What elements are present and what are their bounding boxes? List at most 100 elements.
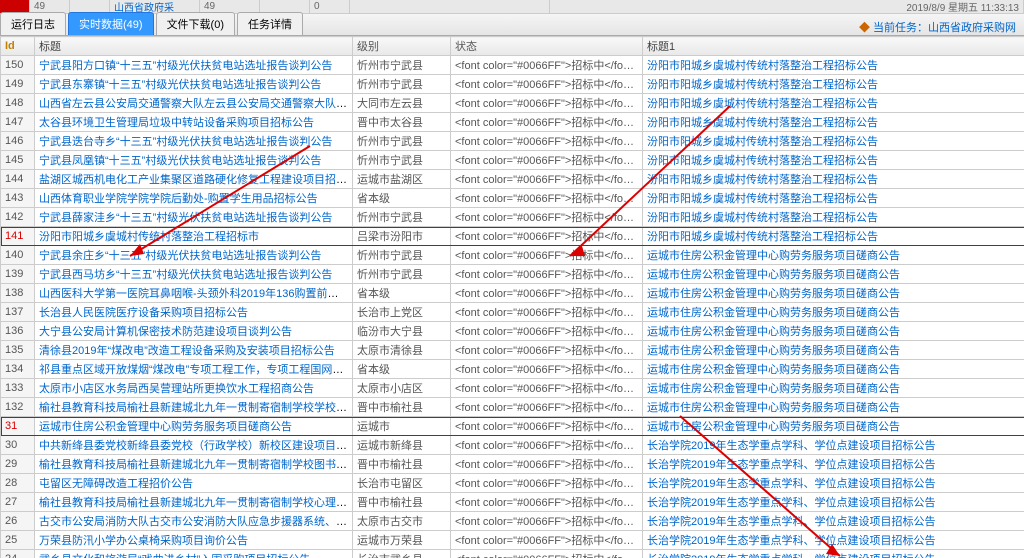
row-status: <font color="#0066FF">招标中</font>: [451, 151, 643, 170]
table-row[interactable]: 145宁武县凤凰镇“十三五”村级光伏扶贫电站选址报告谈判公告忻州市宁武县<fon…: [1, 151, 1024, 170]
table-row[interactable]: 136大宁县公安局计算机保密技术防范建设项目谈判公告临汾市大宁县<font co…: [1, 322, 1024, 341]
row-level: 运城市盐湖区: [353, 170, 451, 189]
table-row[interactable]: 140宁武县余庄乡“十三五”村级光伏扶贫电站选址报告谈判公告忻州市宁武县<fon…: [1, 246, 1024, 265]
table-row[interactable]: 25万荣县防汛小学办公桌椅采购项目询价公告运城市万荣县<font color="…: [1, 531, 1024, 550]
row-id: 134: [1, 360, 35, 379]
row-title: 盐湖区城西机电化工产业集聚区道路硬化修复工程建设项目招标公告: [35, 170, 353, 189]
row-title: 山西体育职业学院学院学院后勤处-购置学生用品招标公告: [35, 189, 353, 208]
row-title1: 运城市住房公积金管理中心购劳务服务项目磋商公告: [643, 341, 1024, 360]
tab-文件下载(0)[interactable]: 文件下载(0): [156, 12, 235, 35]
row-title1: 长治学院2019年生态学重点学科、学位点建设项目招标公告: [643, 493, 1024, 512]
table-row[interactable]: 139宁武县西马坊乡“十三五”村级光伏扶贫电站选址报告谈判公告忻州市宁武县<fo…: [1, 265, 1024, 284]
row-title1: 长治学院2019年生态学重点学科、学位点建设项目招标公告: [643, 455, 1024, 474]
row-title1: 长治学院2019年生态学重点学科、学位点建设项目招标公告: [643, 512, 1024, 531]
table-row[interactable]: 144盐湖区城西机电化工产业集聚区道路硬化修复工程建设项目招标公告运城市盐湖区<…: [1, 170, 1024, 189]
row-status: <font color="#0066FF">招标中</font>: [451, 531, 643, 550]
row-title: 祁县重点区域开放煤烟“煤改电”专项工程工作，专项工程国网招标天然气村具（兰奖）招…: [35, 360, 353, 379]
row-title1: 汾阳市阳城乡虞城村传统村落整治工程招标公告: [643, 113, 1024, 132]
row-level: 晋中市榆社县: [353, 493, 451, 512]
table-row[interactable]: 137长治县人民医院医疗设备采购项目招标公告长治市上党区<font color=…: [1, 303, 1024, 322]
row-title1: 运城市住房公积金管理中心购劳务服务项目磋商公告: [643, 265, 1024, 284]
row-title1: 汾阳市阳城乡虞城村传统村落整治工程招标公告: [643, 227, 1024, 246]
table-row[interactable]: 30中共新绛县委党校新绛县委党校（行政学校）新校区建设项目招标公告运城市新绛县<…: [1, 436, 1024, 455]
data-table: Id 标题 级别 状态 标题1 150宁武县阳方口镇“十三五”村级光伏扶贫电站选…: [0, 36, 1024, 558]
row-status: <font color="#0066FF">招标中</font>: [451, 417, 643, 436]
row-id: 135: [1, 341, 35, 360]
table-row[interactable]: 133太原市小店区水务局西吴营理站所更换饮水工程招商公告太原市小店区<font …: [1, 379, 1024, 398]
col-header-status[interactable]: 状态: [451, 37, 643, 56]
row-id: 142: [1, 208, 35, 227]
row-title1: 长治学院2019年生态学重点学科、学位点建设项目招标公告: [643, 531, 1024, 550]
row-status: <font color="#0066FF">招标中</font>: [451, 75, 643, 94]
table-row[interactable]: 142宁武县薛家洼乡“十三五”村级光伏扶贫电站选址报告谈判公告忻州市宁武县<fo…: [1, 208, 1024, 227]
row-status: <font color="#0066FF">招标中</font>: [451, 379, 643, 398]
table-row[interactable]: 147太谷县环境卫生管理局垃圾中转站设备采购项目招标公告晋中市太谷县<font …: [1, 113, 1024, 132]
row-title: 太原市小店区水务局西吴营理站所更换饮水工程招商公告: [35, 379, 353, 398]
col-header-id[interactable]: Id: [1, 37, 35, 56]
row-status: <font color="#0066FF">招标中</font>: [451, 474, 643, 493]
row-status: <font color="#0066FF">招标中</font>: [451, 493, 643, 512]
row-status: <font color="#0066FF">招标中</font>: [451, 56, 643, 75]
row-title: 太谷县环境卫生管理局垃圾中转站设备采购项目招标公告: [35, 113, 353, 132]
row-status: <font color="#0066FF">招标中</font>: [451, 94, 643, 113]
row-id: 133: [1, 379, 35, 398]
row-title: 大宁县公安局计算机保密技术防范建设项目谈判公告: [35, 322, 353, 341]
table-row[interactable]: 31运城市住房公积金管理中心购劳务服务项目磋商公告运城市<font color=…: [1, 417, 1024, 436]
row-title: 宁武县东寨镇“十三五”村级光伏扶贫电站选址报告谈判公告: [35, 75, 353, 94]
row-title: 万荣县防汛小学办公桌椅采购项目询价公告: [35, 531, 353, 550]
row-id: 147: [1, 113, 35, 132]
row-level: 忻州市宁武县: [353, 75, 451, 94]
row-title: 山西省左云县公安局交通警察大队左云县公安局交通警察大队系统维护及更新（2019-…: [35, 94, 353, 113]
row-level: 省本级: [353, 360, 451, 379]
row-title1: 汾阳市阳城乡虞城村传统村落整治工程招标公告: [643, 208, 1024, 227]
row-title: 宁武县阳方口镇“十三五”村级光伏扶贫电站选址报告谈判公告: [35, 56, 353, 75]
row-title: 榆社县教育科技局榆社县新建城北九年一贯制寄宿制学校学校仪器采购项目招商公告: [35, 398, 353, 417]
table-row[interactable]: 135清徐县2019年“煤改电”改造工程设备采购及安装项目招标公告太原市清徐县<…: [1, 341, 1024, 360]
table-row[interactable]: 146宁武县迭台寺乡“十三五”村级光伏扶贫电站选址报告谈判公告忻州市宁武县<fo…: [1, 132, 1024, 151]
row-title1: 运城市住房公积金管理中心购劳务服务项目磋商公告: [643, 284, 1024, 303]
row-status: <font color="#0066FF">招标中</font>: [451, 512, 643, 531]
row-level: 临汾市大宁县: [353, 322, 451, 341]
row-title: 山西医科大学第一医院耳鼻咽喉-头颈外科2019年136购置前庭自旋转诊断仪等设备…: [35, 284, 353, 303]
row-id: 137: [1, 303, 35, 322]
table-row[interactable]: 27榆社县教育科技局榆社县新建城北九年一贯制寄宿制学校心理咨询室及智慧黑板采购项…: [1, 493, 1024, 512]
table-row[interactable]: 26古交市公安局消防大队古交市公安消防大队应急步援器系统、消防监督管理系统采购项…: [1, 512, 1024, 531]
row-id: 144: [1, 170, 35, 189]
col-header-level[interactable]: 级别: [353, 37, 451, 56]
tab-任务详情[interactable]: 任务详情: [237, 12, 303, 35]
row-level: 省本级: [353, 284, 451, 303]
row-id: 132: [1, 398, 35, 417]
table-row[interactable]: 148山西省左云县公安局交通警察大队左云县公安局交通警察大队系统维护及更新（20…: [1, 94, 1024, 113]
row-status: <font color="#0066FF">招标中</font>: [451, 303, 643, 322]
row-status: <font color="#0066FF">招标中</font>: [451, 227, 643, 246]
table-row[interactable]: 28屯留区无障碍改造工程招价公告长治市屯留区<font color="#0066…: [1, 474, 1024, 493]
row-status: <font color="#0066FF">招标中</font>: [451, 132, 643, 151]
tab-运行日志[interactable]: 运行日志: [0, 12, 66, 35]
status-cell: [350, 0, 550, 13]
table-row[interactable]: 149宁武县东寨镇“十三五”村级光伏扶贫电站选址报告谈判公告忻州市宁武县<fon…: [1, 75, 1024, 94]
row-title: 屯留区无障碍改造工程招价公告: [35, 474, 353, 493]
table-row[interactable]: 143山西体育职业学院学院学院后勤处-购置学生用品招标公告省本级<font co…: [1, 189, 1024, 208]
table-row[interactable]: 132榆社县教育科技局榆社县新建城北九年一贯制寄宿制学校学校仪器采购项目招商公告…: [1, 398, 1024, 417]
row-status: <font color="#0066FF">招标中</font>: [451, 170, 643, 189]
task-icon: ◆: [859, 22, 870, 34]
row-id: 139: [1, 265, 35, 284]
row-title: 武乡县文化和旅游局“戏曲进乡村”入围采购项目招标公告: [35, 550, 353, 558]
table-row[interactable]: 24武乡县文化和旅游局“戏曲进乡村”入围采购项目招标公告长治市武乡县<font …: [1, 550, 1024, 558]
row-id: 29: [1, 455, 35, 474]
table-row[interactable]: 138山西医科大学第一医院耳鼻咽喉-头颈外科2019年136购置前庭自旋转诊断仪…: [1, 284, 1024, 303]
tab-实时数据(49)[interactable]: 实时数据(49): [68, 12, 154, 35]
table-row[interactable]: 141汾阳市阳城乡虞城村传统村落整治工程招标市吕梁市汾阳市<font color…: [1, 227, 1024, 246]
row-id: 30: [1, 436, 35, 455]
row-status: <font color="#0066FF">招标中</font>: [451, 322, 643, 341]
col-header-title1[interactable]: 标题1: [643, 37, 1024, 56]
row-title: 宁武县西马坊乡“十三五”村级光伏扶贫电站选址报告谈判公告: [35, 265, 353, 284]
row-title: 榆社县教育科技局榆社县新建城北九年一贯制寄宿制学校心理咨询室及智慧黑板采购项目招…: [35, 493, 353, 512]
table-row[interactable]: 134祁县重点区域开放煤烟“煤改电”专项工程工作，专项工程国网招标天然气村具（兰…: [1, 360, 1024, 379]
row-id: 26: [1, 512, 35, 531]
row-level: 忻州市宁武县: [353, 56, 451, 75]
table-row[interactable]: 29榆社县教育科技局榆社县新建城北九年一贯制寄宿制学校图书阅览室及图书采购项目招…: [1, 455, 1024, 474]
table-row[interactable]: 150宁武县阳方口镇“十三五”村级光伏扶贫电站选址报告谈判公告忻州市宁武县<fo…: [1, 56, 1024, 75]
col-header-title[interactable]: 标题: [35, 37, 353, 56]
row-id: 24: [1, 550, 35, 558]
